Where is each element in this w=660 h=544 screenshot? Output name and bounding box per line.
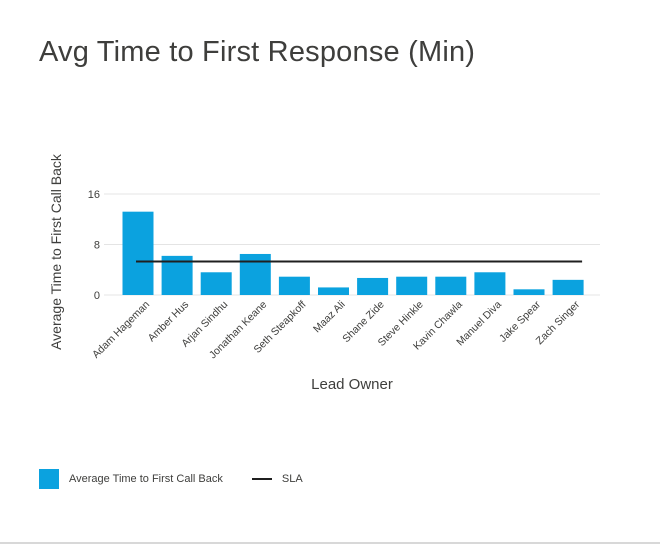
legend-label-bar: Average Time to First Call Back	[69, 473, 223, 485]
bar[interactable]	[318, 287, 349, 295]
bar[interactable]	[513, 289, 545, 295]
legend-item-bar[interactable]: Average Time to First Call Back	[39, 469, 223, 489]
chart-title: Avg Time to First Response (Min)	[39, 36, 476, 68]
x-axis-label: Lead Owner	[311, 376, 393, 393]
bar[interactable]	[278, 276, 310, 295]
bar[interactable]	[552, 279, 584, 295]
bar[interactable]	[435, 276, 467, 295]
legend-item-sla[interactable]: SLA	[223, 473, 303, 485]
bar[interactable]	[122, 211, 154, 295]
bars	[122, 211, 584, 295]
bar[interactable]	[474, 272, 506, 295]
bar[interactable]	[357, 277, 389, 295]
legend-swatch-line	[251, 478, 272, 480]
y-tick-label: 0	[94, 290, 100, 302]
bar[interactable]	[239, 253, 271, 295]
y-tick-label: 16	[88, 189, 100, 201]
chart-legend: Average Time to First Call Back SLA	[39, 469, 303, 489]
bar[interactable]	[200, 272, 232, 295]
y-axis-ticks: 0 8 16	[88, 189, 100, 302]
card-bottom-border	[0, 542, 660, 544]
y-axis-label: Average Time to First Call Back	[48, 153, 64, 350]
y-tick-label: 8	[94, 240, 100, 252]
x-tick-label: Adam Hageman	[90, 299, 152, 361]
legend-swatch-bar	[39, 469, 59, 489]
legend-label-sla: SLA	[281, 473, 303, 485]
bar[interactable]	[396, 276, 428, 295]
x-tick-label: Maaz Ali	[311, 299, 348, 336]
